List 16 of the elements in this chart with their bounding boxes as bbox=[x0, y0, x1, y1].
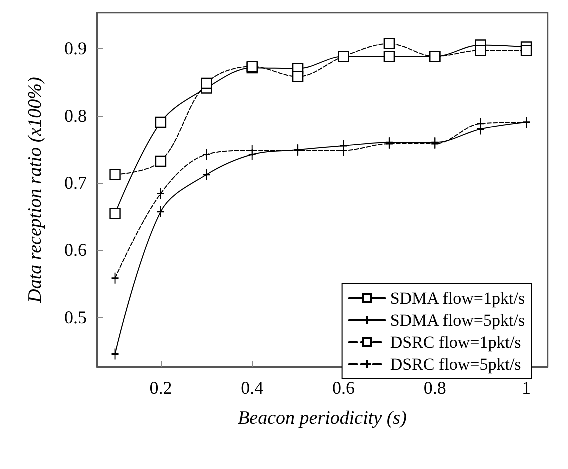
x-tick-label: 0.6 bbox=[332, 378, 355, 398]
y-tick-label: 0.8 bbox=[64, 106, 87, 126]
x-tick-label: 0.4 bbox=[241, 378, 264, 398]
x-tick-label: 0.2 bbox=[150, 378, 172, 398]
y-tick-label: 0.6 bbox=[64, 240, 87, 260]
x-tick-label: 1 bbox=[522, 378, 532, 398]
y-axis-title: Data reception ratio (x100%) bbox=[25, 77, 46, 304]
legend-label: DSRC flow=1pkt/s bbox=[390, 333, 522, 352]
legend-label: SDMA flow=1pkt/s bbox=[390, 289, 526, 308]
y-tick-label: 0.7 bbox=[64, 172, 87, 193]
x-tick-label: 0.8 bbox=[424, 378, 446, 398]
x-axis-title: Beacon periodicity (s) bbox=[238, 408, 407, 429]
y-tick-label: 0.5 bbox=[64, 307, 87, 328]
legend-label: DSRC flow=5pkt/s bbox=[390, 355, 522, 374]
legend-label: SDMA flow=5pkt/s bbox=[390, 311, 526, 330]
y-tick-label: 0.9 bbox=[64, 38, 87, 59]
